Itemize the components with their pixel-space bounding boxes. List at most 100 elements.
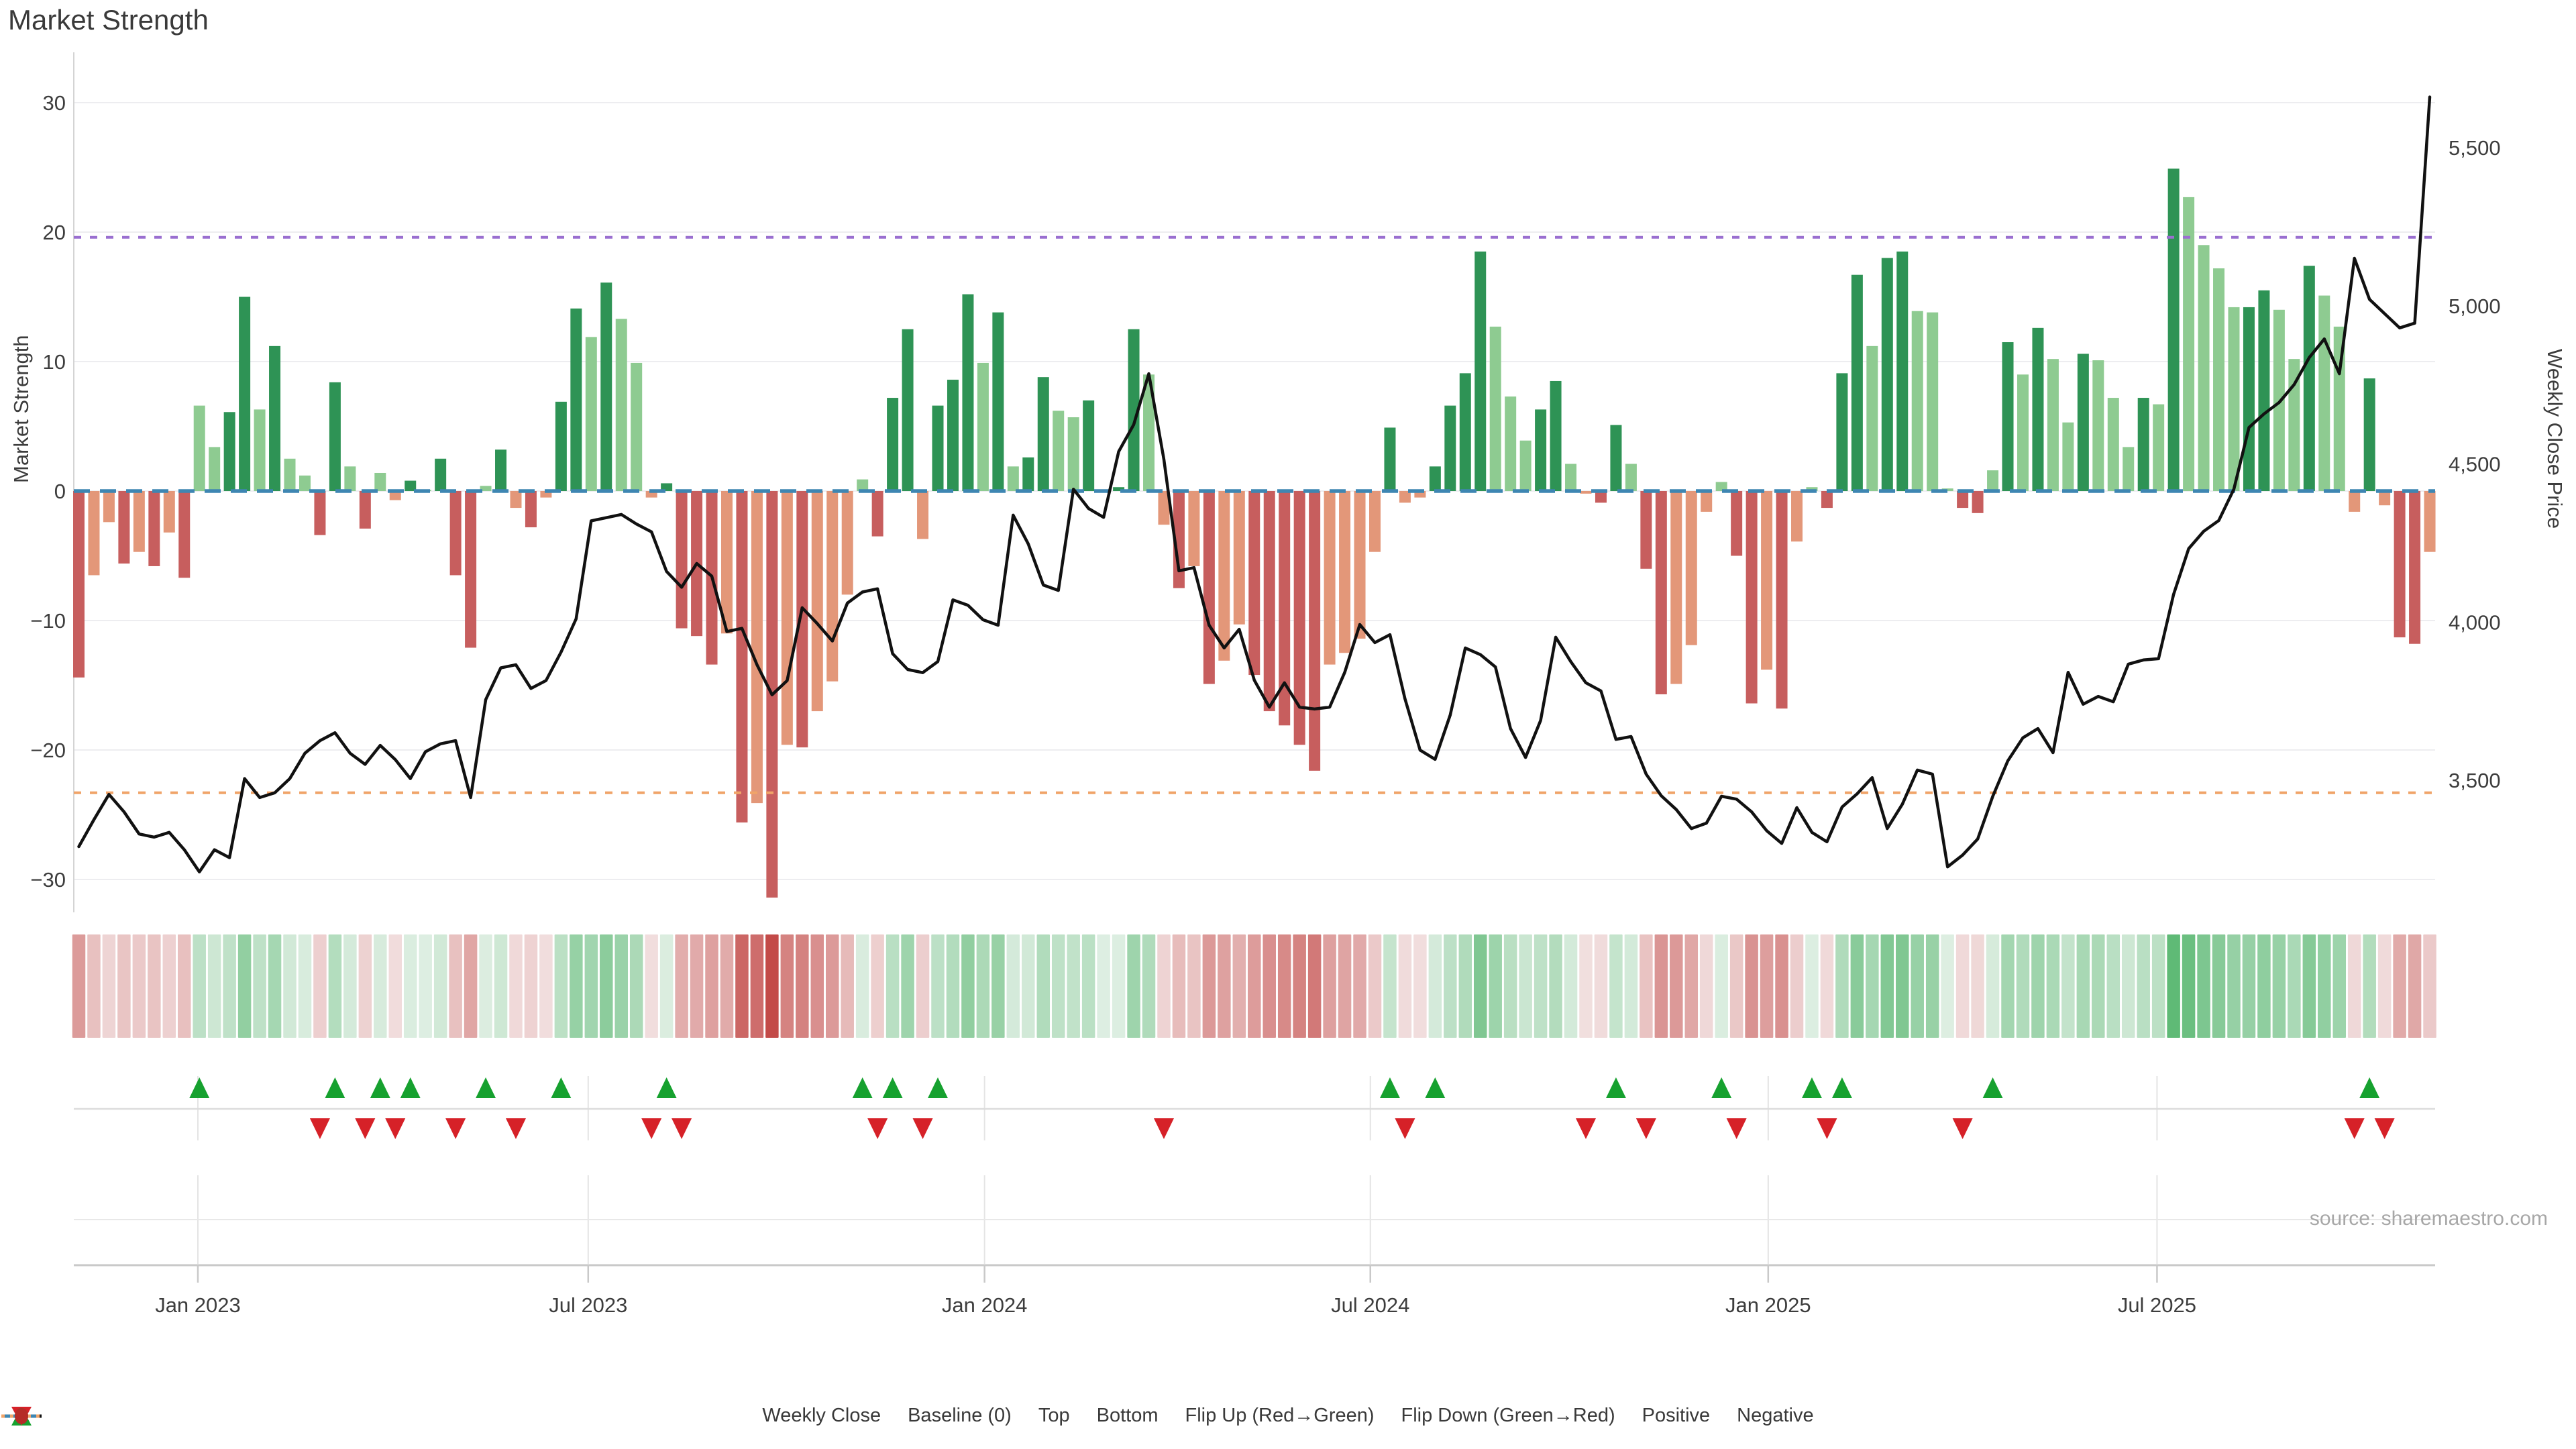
heatmap-cell <box>132 934 146 1038</box>
strength-bar <box>2288 359 2300 491</box>
strength-bar <box>1263 491 1275 712</box>
heatmap-cell <box>931 934 945 1038</box>
strength-bar <box>2002 342 2014 491</box>
strength-bar <box>1067 417 1079 491</box>
strength-bar <box>902 329 914 491</box>
heatmap-cell <box>1715 934 1728 1038</box>
strength-bar <box>2363 378 2375 491</box>
strength-bar <box>480 486 492 491</box>
strength-bar <box>254 409 266 491</box>
strength-bar <box>2107 398 2119 491</box>
flip-down-marker <box>445 1118 466 1139</box>
strength-bar <box>781 491 793 745</box>
legend-label: Negative <box>1737 1405 1814 1426</box>
strength-bar <box>1851 274 1863 491</box>
strength-bar <box>495 449 507 491</box>
strength-bar <box>1610 425 1622 491</box>
legend-item-top[interactable]: Top <box>1 1405 1070 1427</box>
strength-bar <box>1791 491 1803 542</box>
heatmap-cell <box>1835 934 1849 1038</box>
legend-label: Flip Up (Red→Green) <box>1185 1405 1375 1426</box>
legend-item-flip-down-green-red[interactable]: Flip Down (Green→Red) <box>11 1405 1615 1427</box>
strength-bar <box>676 491 688 629</box>
left-tick-label: 10 <box>43 350 66 374</box>
heatmap-cell <box>268 934 282 1038</box>
legend-item-flip-up-red-green[interactable]: Flip Up (Red→Green) <box>11 1405 1375 1427</box>
flip-down-marker <box>385 1118 406 1139</box>
strength-bar <box>2092 360 2104 491</box>
heatmap-cell <box>253 934 266 1038</box>
strength-bar <box>1354 491 1366 639</box>
heatmap-cell <box>1805 934 1819 1038</box>
legend-item-negative[interactable]: Negative <box>15 1405 1814 1427</box>
heatmap-cell <box>961 934 975 1038</box>
legend-item-baseline-0[interactable]: Baseline (0) <box>1 1405 1012 1427</box>
strength-bar <box>299 475 311 491</box>
strength-bar <box>1836 373 1848 491</box>
flip-down-marker <box>1635 1118 1656 1139</box>
heatmap-cell <box>2046 934 2060 1038</box>
strength-bar <box>1655 491 1667 695</box>
flip-down-marker <box>1395 1118 1415 1139</box>
heatmap-cell <box>374 934 387 1038</box>
heatmap-cell <box>1971 934 1984 1038</box>
strength-bar <box>992 312 1004 491</box>
flip-down-marker <box>2374 1118 2395 1139</box>
heatmap-cell <box>780 934 794 1038</box>
strength-bar <box>2167 168 2180 491</box>
heatmap-cell <box>1684 934 1699 1038</box>
flip-down-marker <box>1726 1118 1747 1139</box>
strength-bar <box>178 491 191 578</box>
heatmap-cell <box>2302 934 2316 1038</box>
legend: Weekly Close Baseline (0) Top Bottom Flip Up… <box>0 1405 2576 1427</box>
heatmap-cell <box>1293 934 1306 1038</box>
strength-bar <box>389 491 401 500</box>
heatmap-cell <box>2363 934 2376 1038</box>
heatmap-cell <box>901 934 914 1038</box>
heatmap-cell <box>600 934 613 1038</box>
heatmap-cell <box>855 934 869 1038</box>
heatmap-cell <box>1941 934 1954 1038</box>
strength-bar <box>2228 307 2240 491</box>
left-tick-label: 30 <box>43 91 66 115</box>
heatmap-cell <box>2001 934 2015 1038</box>
left-tick-label: 0 <box>54 480 66 503</box>
heatmap-cell <box>1564 934 1578 1038</box>
strength-bar <box>2258 290 2270 491</box>
heatmap-cell <box>1172 934 1186 1038</box>
heatmap-cell <box>871 934 884 1038</box>
strength-bar <box>1113 487 1125 491</box>
strength-bar <box>209 447 221 491</box>
heatmap-cell <box>1277 934 1291 1038</box>
strength-bar <box>1911 311 1923 491</box>
strength-bar <box>1821 491 1833 508</box>
legend-item-weekly-close[interactable]: Weekly Close <box>1 1405 881 1427</box>
strength-bar <box>1474 251 1487 491</box>
heatmap-cell <box>1534 934 1548 1038</box>
heatmap-cell <box>328 934 342 1038</box>
legend-item-bottom[interactable]: Bottom <box>1 1405 1158 1427</box>
strength-bar <box>887 398 899 491</box>
strength-bar <box>1037 377 1049 491</box>
heatmap-cell <box>2076 934 2090 1038</box>
heatmap-cell <box>1503 934 1517 1038</box>
strength-bar <box>359 491 371 529</box>
strength-bar <box>2349 491 2361 512</box>
strength-bar <box>510 491 522 508</box>
legend-item-positive[interactable]: Positive <box>15 1405 1710 1427</box>
x-tick-label: Jul 2023 <box>549 1293 627 1317</box>
strength-bar <box>1007 466 1019 491</box>
flip-down-marker <box>1153 1118 1174 1139</box>
flip-up-marker <box>1605 1077 1626 1098</box>
flip-up-marker <box>325 1077 345 1098</box>
right-tick-label: 5,000 <box>2449 294 2501 318</box>
heatmap-cell <box>1428 934 1442 1038</box>
heatmap-cell <box>2167 934 2180 1038</box>
heatmap-cell <box>1880 934 1894 1038</box>
strength-bar <box>1248 491 1260 676</box>
flip-down-marker <box>2344 1118 2365 1139</box>
heatmap-cell <box>193 934 206 1038</box>
heatmap-cell <box>2106 934 2121 1038</box>
flip-down-marker <box>912 1118 933 1139</box>
